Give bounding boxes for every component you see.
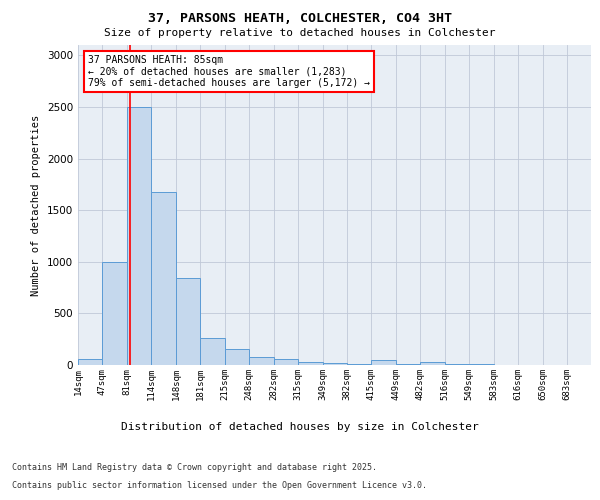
Bar: [298, 362, 323, 365]
Bar: [371, 360, 396, 365]
Bar: [102, 262, 127, 365]
Bar: [420, 362, 445, 365]
Bar: [151, 192, 176, 365]
Text: Contains HM Land Registry data © Crown copyright and database right 2025.: Contains HM Land Registry data © Crown c…: [12, 463, 377, 472]
Bar: [274, 360, 298, 365]
Bar: [469, 364, 494, 365]
Bar: [78, 359, 102, 365]
Bar: [396, 364, 420, 365]
Bar: [225, 349, 249, 365]
Text: 37, PARSONS HEATH, COLCHESTER, CO4 3HT: 37, PARSONS HEATH, COLCHESTER, CO4 3HT: [148, 12, 452, 26]
Bar: [323, 364, 347, 365]
Bar: [249, 356, 274, 365]
Bar: [127, 107, 151, 365]
Bar: [347, 364, 371, 365]
Text: Size of property relative to detached houses in Colchester: Size of property relative to detached ho…: [104, 28, 496, 38]
Text: 37 PARSONS HEATH: 85sqm
← 20% of detached houses are smaller (1,283)
79% of semi: 37 PARSONS HEATH: 85sqm ← 20% of detache…: [88, 54, 370, 88]
Text: Distribution of detached houses by size in Colchester: Distribution of detached houses by size …: [121, 422, 479, 432]
Text: Contains public sector information licensed under the Open Government Licence v3: Contains public sector information licen…: [12, 480, 427, 490]
Bar: [445, 364, 469, 365]
Bar: [176, 278, 200, 365]
Y-axis label: Number of detached properties: Number of detached properties: [31, 114, 41, 296]
Bar: [200, 338, 225, 365]
